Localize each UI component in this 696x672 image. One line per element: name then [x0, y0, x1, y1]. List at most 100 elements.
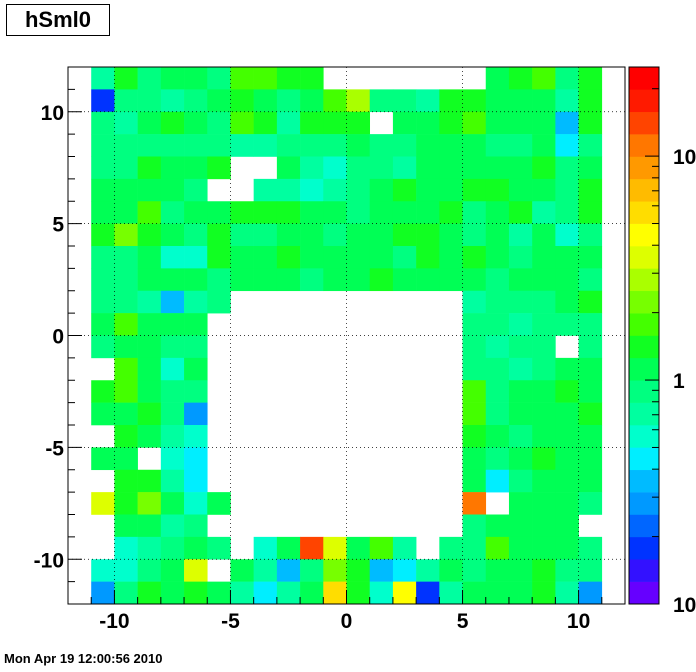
heatmap-cell	[160, 223, 185, 247]
heatmap-cell	[485, 156, 510, 180]
heatmap-cell	[439, 246, 463, 269]
heatmap-cell	[439, 178, 463, 202]
heatmap-cell	[346, 156, 371, 180]
heatmap-cell	[114, 469, 138, 493]
heatmap-cell	[555, 380, 579, 403]
heatmap-cell	[276, 134, 301, 157]
heatmap-cell	[555, 67, 579, 90]
heatmap-cell	[532, 514, 556, 538]
heatmap-cell	[323, 223, 347, 247]
heatmap-cell	[160, 402, 185, 426]
heatmap-cell	[184, 447, 208, 471]
heatmap-cell	[508, 335, 533, 359]
heatmap-cell	[508, 425, 533, 448]
x-tick-label: 10	[567, 610, 590, 633]
z-tick-label: 1	[673, 370, 685, 393]
heatmap-cell	[253, 536, 278, 560]
heatmap-cell	[555, 425, 579, 448]
heatmap-cell	[91, 111, 115, 135]
heatmap-cell	[137, 469, 162, 493]
heatmap-cell	[114, 402, 138, 426]
heatmap-cell	[160, 380, 185, 403]
heatmap-cell	[184, 201, 208, 224]
heatmap-cell	[253, 201, 278, 224]
heatmap-cell	[253, 67, 278, 90]
heatmap-cell	[439, 223, 463, 247]
heatmap-cell	[555, 246, 579, 269]
heatmap-cell	[91, 335, 115, 359]
heatmap-cell	[137, 67, 162, 90]
heatmap-cell	[114, 201, 138, 224]
heatmap-cell	[184, 178, 208, 202]
heatmap-cell	[578, 246, 603, 269]
heatmap-cell	[555, 447, 579, 471]
heatmap-cell	[91, 201, 115, 224]
heatmap-cell	[230, 67, 254, 90]
heatmap-cell	[578, 425, 603, 448]
heatmap-cell	[416, 111, 440, 135]
heatmap-cell	[392, 268, 417, 292]
heatmap-cell	[323, 581, 347, 605]
heatmap-cell	[184, 335, 208, 359]
heatmap-cell	[369, 536, 394, 560]
y-tick-label: -5	[45, 437, 64, 460]
x-tick-label: -5	[221, 610, 240, 633]
color-scale-swatch	[629, 536, 659, 560]
heatmap-cell	[392, 111, 417, 135]
heatmap-cell	[346, 581, 371, 605]
heatmap-cell	[508, 402, 533, 426]
heatmap-cell	[392, 536, 417, 560]
heatmap-cell	[508, 178, 533, 202]
heatmap-cell	[184, 111, 208, 135]
heatmap-cell	[369, 178, 394, 202]
color-scale-swatch	[629, 402, 659, 426]
heatmap-cell	[91, 268, 115, 292]
heatmap-cell	[91, 492, 115, 515]
heatmap-cell	[300, 89, 324, 113]
heatmap-cell	[160, 156, 185, 180]
color-scale-swatch	[629, 156, 659, 180]
heatmap-cell	[91, 380, 115, 403]
heatmap-cell	[184, 581, 208, 605]
color-scale-swatch	[629, 581, 659, 605]
heatmap-cell	[253, 111, 278, 135]
z-tick-label: 10	[673, 594, 696, 617]
heatmap-cell	[462, 492, 487, 515]
heatmap-cell	[184, 134, 208, 157]
heatmap-cell	[276, 156, 301, 180]
color-scale-swatch	[629, 268, 659, 292]
heatmap-cell	[392, 201, 417, 224]
heatmap-cell	[439, 536, 463, 560]
heatmap-cell	[462, 268, 487, 292]
heatmap-cell	[207, 536, 231, 560]
heatmap-cell	[346, 536, 371, 560]
heatmap-cell	[439, 111, 463, 135]
heatmap-cell	[346, 201, 371, 224]
heatmap-cell	[532, 559, 556, 582]
heatmap-cell	[462, 178, 487, 202]
heatmap-cell	[346, 111, 371, 135]
heatmap-cell	[207, 223, 231, 247]
heatmap-cell	[485, 559, 510, 582]
heatmap-cell	[462, 447, 487, 471]
heatmap-cell	[416, 134, 440, 157]
heatmap-cell	[532, 223, 556, 247]
heatmap-cell	[578, 223, 603, 247]
heatmap-cell	[184, 536, 208, 560]
color-scale-swatch	[629, 357, 659, 381]
y-tick-label: -10	[34, 549, 64, 572]
heatmap-cell	[555, 223, 579, 247]
heatmap-cell	[578, 357, 603, 381]
heatmap-cell	[485, 581, 510, 605]
heatmap-cell	[207, 156, 231, 180]
heatmap-cell	[160, 67, 185, 90]
heatmap-cell	[160, 134, 185, 157]
heatmap-cell	[114, 178, 138, 202]
heatmap-cell	[485, 402, 510, 426]
heatmap-cell	[276, 89, 301, 113]
heatmap-cell	[578, 469, 603, 493]
heatmap-cell	[346, 89, 371, 113]
heatmap-cell	[578, 201, 603, 224]
heatmap-cell	[578, 335, 603, 359]
color-scale-swatch	[629, 223, 659, 247]
